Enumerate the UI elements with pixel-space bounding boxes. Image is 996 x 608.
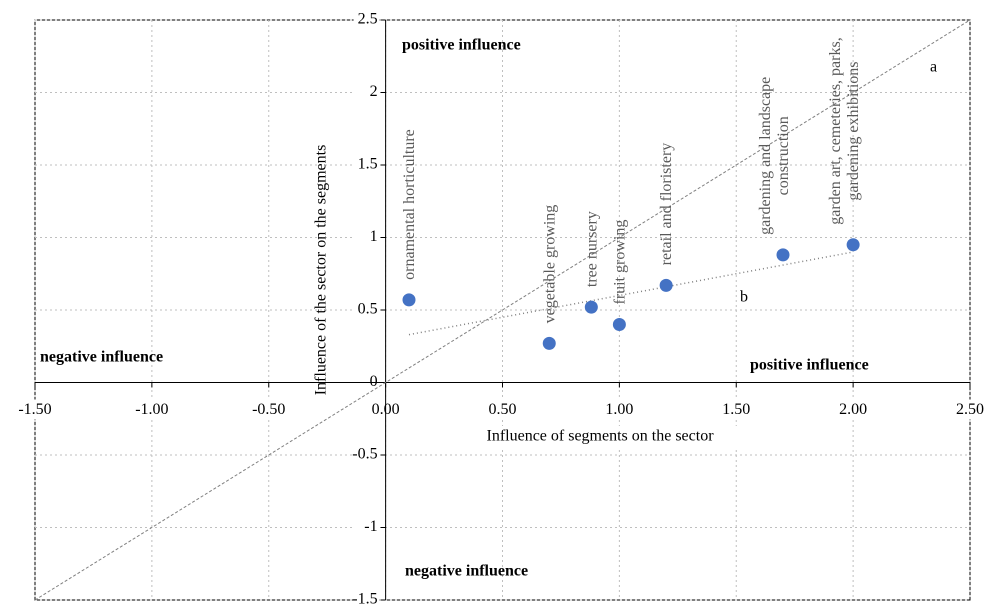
point-label: retail and floristery xyxy=(658,143,675,266)
point-label: vegetable growing xyxy=(541,205,558,324)
y-tick-bg xyxy=(353,301,380,319)
y-tick-bg xyxy=(353,518,380,537)
y-axis-title: Influence of the sector on the segments xyxy=(313,145,330,396)
point xyxy=(659,278,673,292)
point xyxy=(776,248,790,262)
point xyxy=(584,300,598,314)
x-tick-bg xyxy=(950,399,990,420)
x-tick-bg xyxy=(131,399,172,420)
y-tick-bg xyxy=(353,446,380,464)
point-label: garden art, cemeteries, parks, xyxy=(827,37,844,224)
reference-line xyxy=(34,19,971,601)
x-tick-bg xyxy=(599,399,640,420)
y-tick-bg xyxy=(353,591,380,608)
point-label: gardening exhibitions xyxy=(845,61,862,200)
x-tick-bg xyxy=(15,399,55,420)
y-tick-label: -1.5 xyxy=(352,591,377,608)
y-tick-bg xyxy=(353,228,380,247)
quadrant-label: positive influence xyxy=(750,357,869,374)
point-label: ornamental horticulture xyxy=(401,129,418,280)
x-tick-label: -0.50 xyxy=(252,401,285,418)
x-tick-label: 1.50 xyxy=(722,401,750,418)
y-tick-bg xyxy=(353,156,380,174)
x-tick-bg xyxy=(248,399,289,420)
y-tick-label: 0.5 xyxy=(358,301,378,318)
y-tick-label: -0.5 xyxy=(352,446,377,463)
x-tick-label: 1.00 xyxy=(605,401,633,418)
point-label: fruit growing xyxy=(611,220,628,305)
point xyxy=(612,318,626,331)
y-tick-bg xyxy=(353,11,380,29)
point-label: construction xyxy=(775,116,792,195)
y-tick-label: 1.5 xyxy=(358,156,378,173)
quadrant-label: positive influence xyxy=(402,37,521,54)
x-title-bg xyxy=(445,426,755,448)
x-tick-bg xyxy=(482,399,523,420)
point xyxy=(846,238,860,252)
x-tick-label: -1.50 xyxy=(18,401,51,418)
x-tick-label: 0.50 xyxy=(489,401,517,418)
quadrant-label: negative influence xyxy=(40,349,163,366)
reference-line xyxy=(408,251,854,336)
x-tick-label: -1.00 xyxy=(135,401,168,418)
y-tick-label: 0 xyxy=(370,373,378,390)
y-tick-label: 2.5 xyxy=(358,11,378,28)
x-tick-label: 2.50 xyxy=(956,401,984,418)
point xyxy=(402,293,416,307)
x-tick-bg xyxy=(833,399,874,420)
y-tick-label: 1 xyxy=(370,228,378,245)
point-label: tree nursery xyxy=(583,211,600,287)
y-tick-bg xyxy=(353,83,380,102)
point-label: gardening and landscape xyxy=(757,77,774,235)
reference-line-name: b xyxy=(740,289,748,306)
x-axis-title: Influence of segments on the sector xyxy=(486,428,714,445)
y-tick-label: -1 xyxy=(364,518,377,535)
y-tick-label: 2 xyxy=(370,83,378,100)
point xyxy=(542,336,556,350)
reference-line-name: a xyxy=(930,59,937,76)
x-tick-label: 2.00 xyxy=(839,401,867,418)
x-tick-bg xyxy=(716,399,757,420)
quadrant-label: negative influence xyxy=(405,563,528,580)
